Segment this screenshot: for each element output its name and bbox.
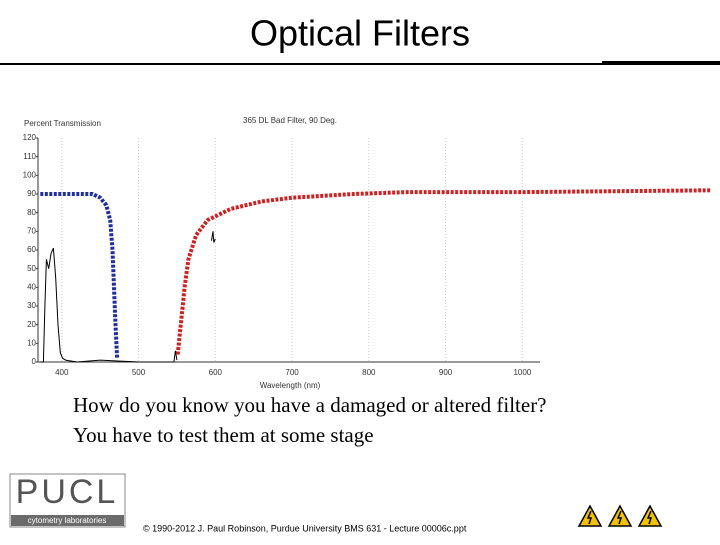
y-tick-label: 10 [27,338,36,347]
y-tick-label: 20 [27,320,36,329]
y-tick-label: 0 [32,357,37,366]
x-tick-label: 700 [285,368,299,377]
x-tick-label: 500 [132,368,146,377]
y-tick-label: 80 [27,208,36,217]
series-line [40,231,216,363]
y-axis-label: Percent Transmission [24,119,101,128]
body-line: You have to test them at some stage [73,423,374,447]
warning-icon [607,504,633,527]
footer: © 1990-2012 J. Paul Robinson, Purdue Uni… [143,523,467,533]
x-tick-label: 400 [55,368,69,377]
body-line: How do you know you have a damaged or al… [73,393,547,417]
logo-subtitle: cytometry laboratories [28,516,107,525]
x-tick-label: 800 [362,368,376,377]
x-tick-label: 900 [439,368,453,377]
y-tick-label: 90 [27,189,36,198]
warning-icon [637,504,663,527]
warning-glyph [586,510,653,525]
x-tick-label: 1000 [513,368,531,377]
warning-icons [577,504,663,527]
logo: PUCL cytometry laboratories [9,473,126,528]
x-axis-label: Wavelength (nm) [260,381,321,390]
y-tick-label: 110 [23,152,36,161]
y-tick-label: 40 [27,282,36,291]
chart: Percent Transmission 365 DL Bad Filter, … [23,116,712,390]
logo-band [11,515,124,526]
series-line [175,188,712,355]
series-line [40,192,120,359]
y-tick-label: 60 [27,245,36,254]
slide-title: Optical Filters [250,13,470,54]
y-tick-label: 30 [27,301,36,310]
plot-area [38,138,540,362]
y-tick-label: 50 [27,264,36,273]
y-tick-label: 120 [23,133,37,142]
chart-title: 365 DL Bad Filter, 90 Deg. [243,116,337,125]
logo-name: PUCL [16,473,119,511]
warning-icon [577,504,603,527]
y-tick-label: 100 [23,170,37,179]
y-tick-label: 70 [27,226,36,235]
x-tick-label: 600 [209,368,223,377]
